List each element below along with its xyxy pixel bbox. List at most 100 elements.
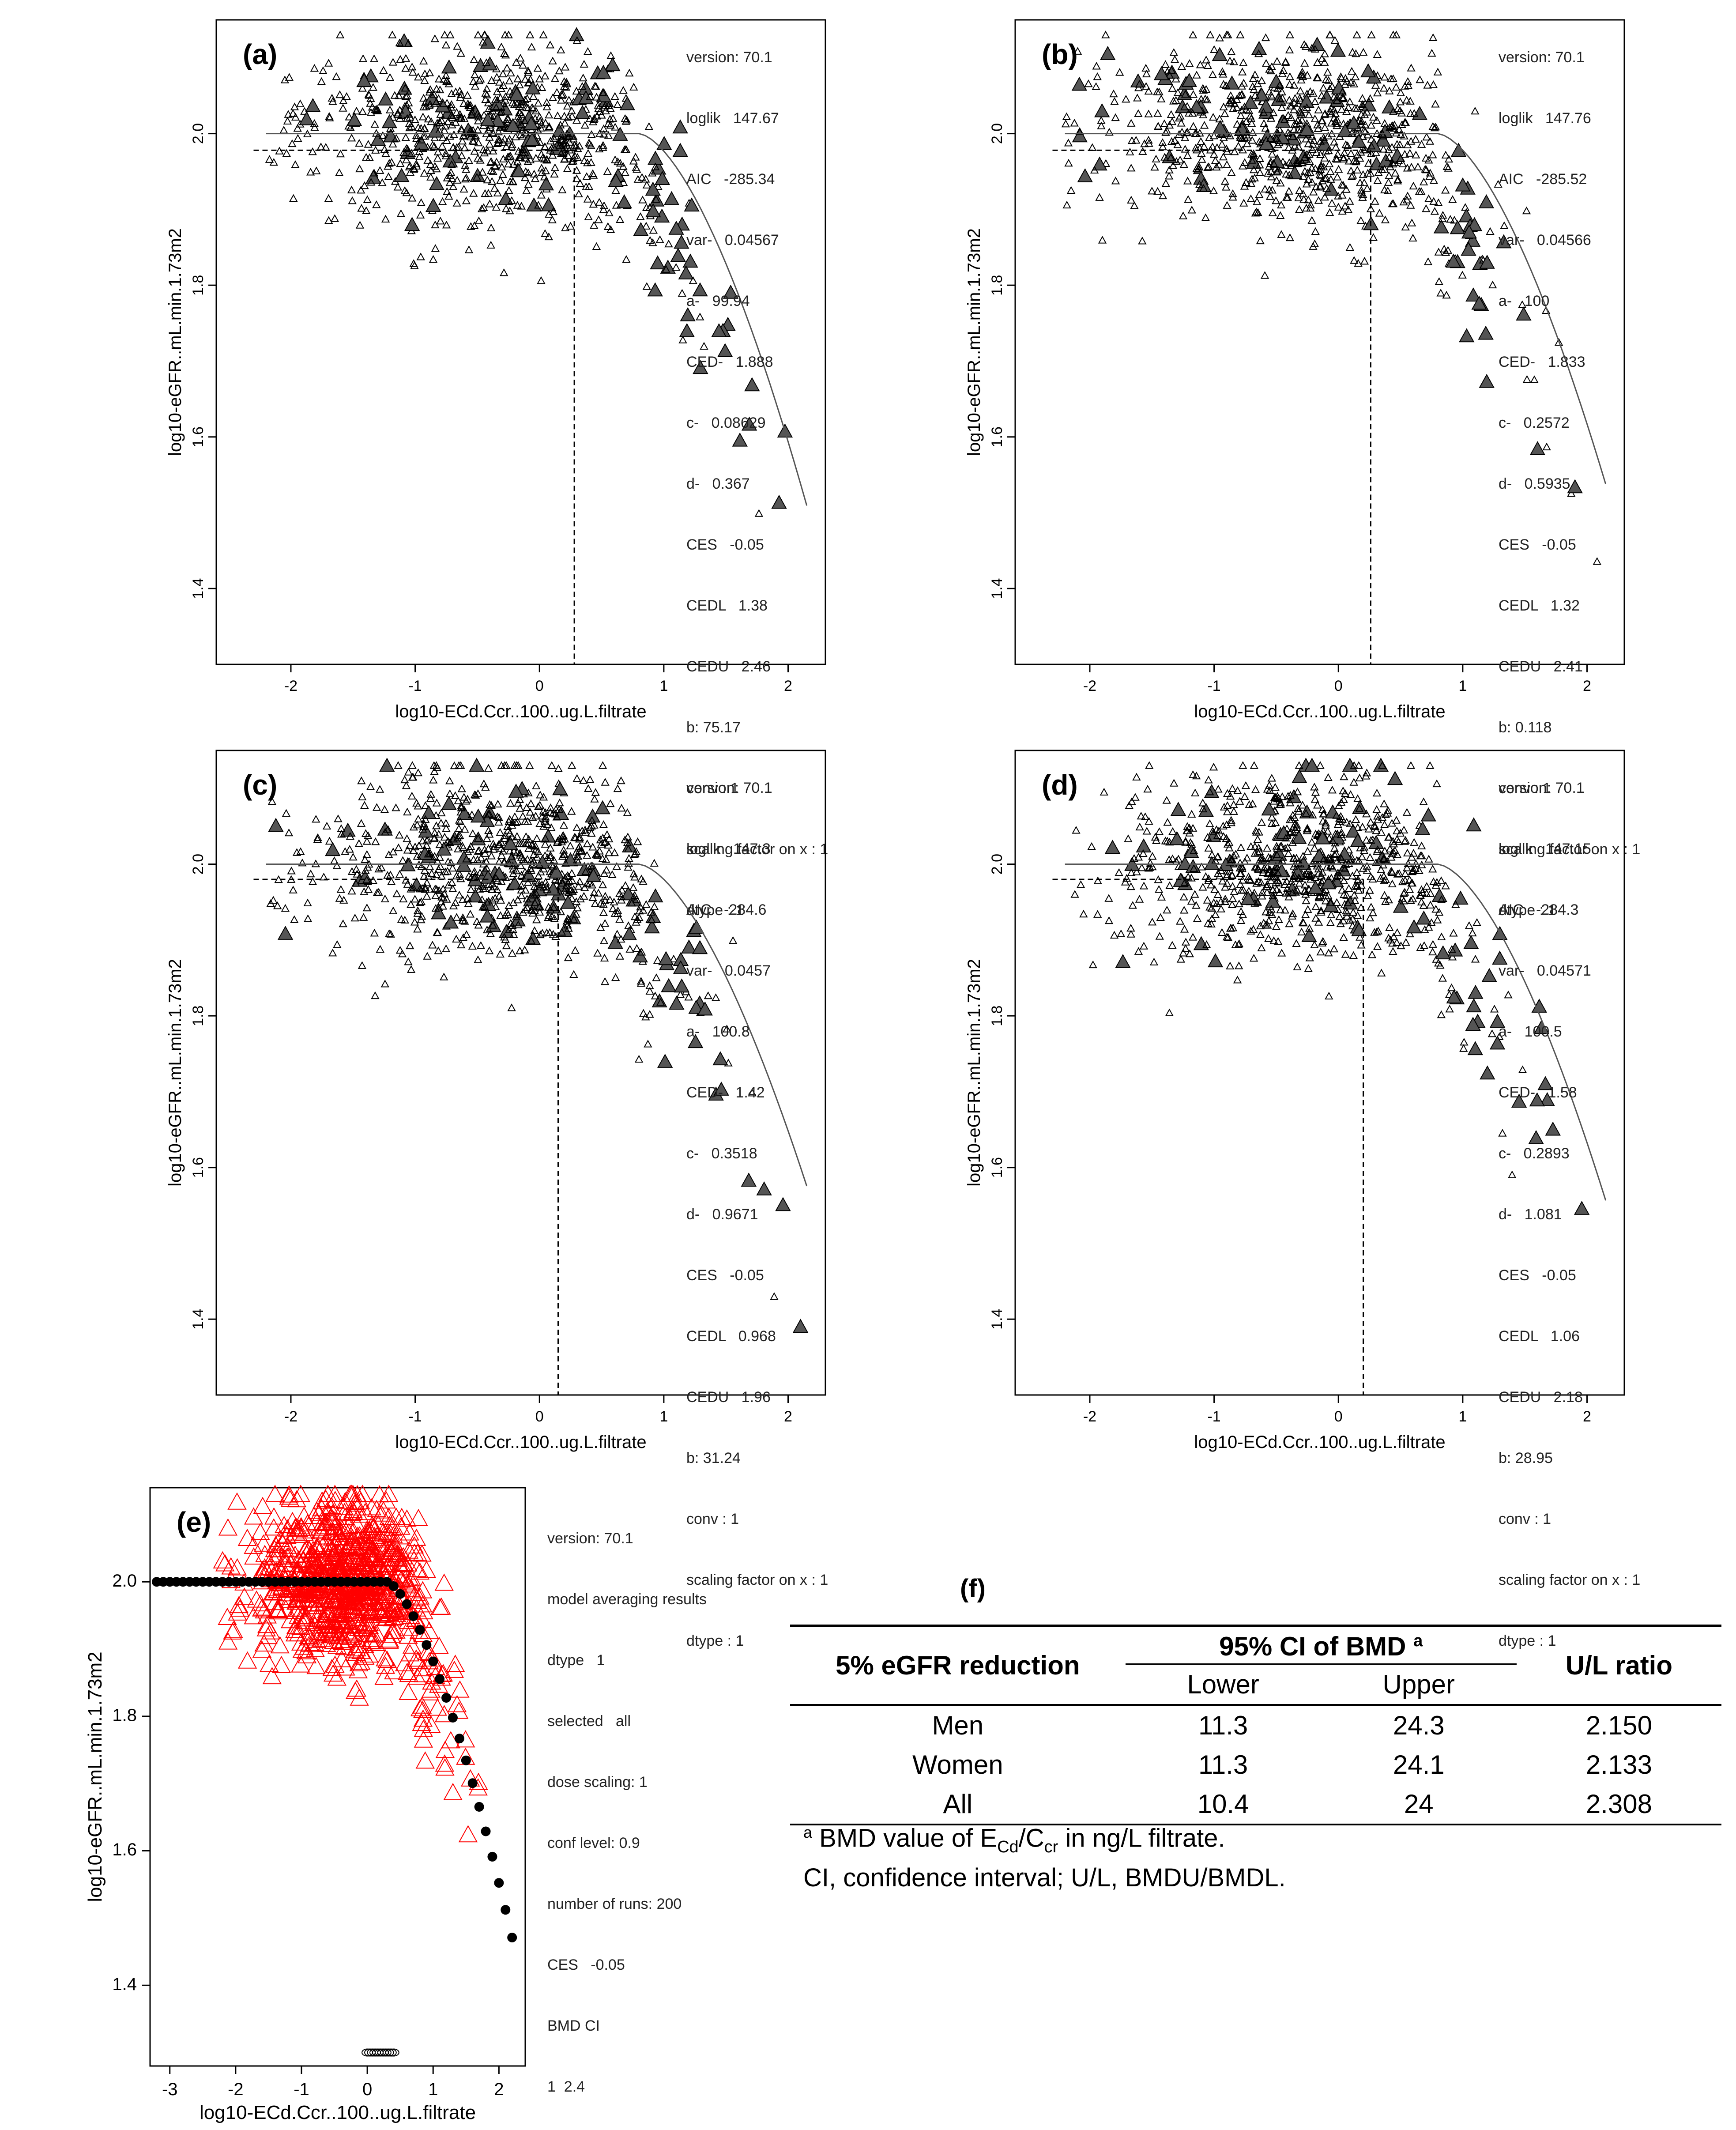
plot-frame — [1014, 19, 1625, 665]
data-point — [1433, 68, 1442, 75]
data-point — [1401, 938, 1410, 946]
data-point — [1285, 158, 1294, 166]
data-point — [1169, 779, 1179, 787]
data-point — [1321, 897, 1330, 905]
data-point — [400, 186, 409, 194]
data-point — [1137, 811, 1145, 820]
data-point — [1142, 827, 1151, 835]
data-point — [1227, 99, 1235, 108]
data-point — [332, 861, 341, 869]
data-point — [468, 942, 477, 950]
y-tick-label: 1.4 — [989, 1309, 1005, 1330]
data-point — [1417, 897, 1426, 906]
data-point — [482, 834, 491, 842]
data-point — [534, 878, 543, 886]
data-point — [1342, 891, 1351, 899]
data-point — [553, 837, 562, 844]
data-point — [1266, 876, 1276, 884]
x-tick-label: -1 — [294, 2080, 309, 2099]
data-point — [1374, 168, 1383, 176]
data-point — [1139, 942, 1149, 950]
data-point — [1246, 194, 1255, 202]
data-point — [1196, 137, 1205, 145]
data-point — [1188, 933, 1198, 941]
data-point — [636, 976, 645, 985]
data-point — [1105, 128, 1114, 136]
data-point — [420, 76, 429, 84]
data-point — [451, 898, 460, 906]
data-point — [523, 903, 531, 911]
data-point — [388, 139, 397, 147]
data-point — [668, 220, 684, 235]
data-point — [300, 1628, 320, 1646]
plot-frame — [215, 19, 826, 665]
data-point — [502, 836, 518, 850]
data-point — [497, 42, 506, 51]
data-point — [1274, 915, 1284, 923]
data-point — [386, 871, 395, 878]
data-point — [283, 117, 292, 125]
data-point — [1422, 132, 1431, 141]
data-point — [346, 832, 355, 840]
data-point — [469, 758, 485, 772]
data-point — [1255, 190, 1264, 198]
data-point — [1144, 863, 1153, 872]
data-point — [1351, 896, 1359, 904]
data-point — [346, 1581, 365, 1599]
data-point — [1181, 73, 1197, 87]
data-point — [1263, 169, 1273, 177]
data-point — [372, 803, 381, 811]
data-point — [1268, 150, 1277, 158]
data-point — [405, 841, 414, 849]
data-point — [1228, 882, 1237, 890]
data-point — [505, 186, 513, 194]
data-point — [403, 91, 412, 99]
data-point — [615, 215, 625, 223]
data-point — [1373, 88, 1382, 97]
data-point — [1254, 864, 1262, 872]
data-point — [592, 93, 601, 101]
data-point — [1303, 905, 1312, 913]
data-point — [1309, 37, 1325, 51]
data-point — [384, 850, 393, 859]
data-point — [524, 180, 533, 188]
param-line: d- 1.081 — [1499, 1206, 1562, 1223]
data-point — [678, 336, 687, 343]
data-point — [1522, 375, 1532, 383]
data-point — [296, 99, 305, 107]
data-point — [1259, 119, 1269, 127]
data-point — [1141, 812, 1150, 820]
data-point — [1288, 838, 1297, 846]
data-point — [547, 761, 556, 769]
data-point — [1216, 905, 1226, 912]
data-point — [542, 928, 551, 936]
data-point — [313, 835, 322, 843]
data-point — [1141, 82, 1151, 90]
data-point — [328, 948, 337, 957]
data-point — [775, 1197, 791, 1211]
data-point — [546, 41, 555, 49]
param-line: CEDL 1.38 — [686, 597, 768, 614]
x-tick-label: -1 — [1207, 1408, 1220, 1425]
data-point — [390, 1554, 410, 1572]
data-point — [1358, 822, 1367, 830]
data-point — [1286, 791, 1295, 799]
data-point — [1422, 204, 1431, 212]
data-point — [1329, 944, 1339, 953]
data-point — [1379, 872, 1388, 880]
data-point — [431, 244, 440, 252]
data-point — [389, 906, 398, 915]
data-point — [435, 853, 444, 861]
data-point — [1187, 897, 1196, 905]
data-point — [467, 885, 475, 893]
data-point — [518, 812, 527, 820]
data-point — [254, 1534, 273, 1552]
data-point — [591, 82, 599, 90]
data-point — [440, 833, 449, 841]
footnote-text-a: BMD value of E — [812, 1824, 998, 1853]
data-point — [1208, 827, 1217, 835]
data-point — [1229, 807, 1239, 815]
data-point — [1236, 880, 1245, 888]
data-point — [652, 973, 661, 981]
data-point — [1117, 929, 1126, 937]
